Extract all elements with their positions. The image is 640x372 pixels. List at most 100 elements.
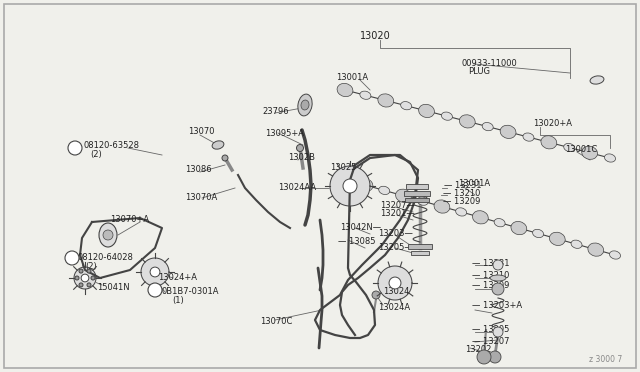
Circle shape [87,283,91,287]
Circle shape [65,251,79,265]
Text: — 13231: — 13231 [444,182,481,190]
Ellipse shape [360,91,371,99]
Ellipse shape [564,144,575,152]
Ellipse shape [456,208,467,216]
Ellipse shape [571,240,582,248]
Text: — 13207: — 13207 [472,337,509,346]
Circle shape [79,269,83,273]
Text: (2): (2) [90,150,102,158]
Bar [411,251,429,255]
Polygon shape [378,266,412,300]
Ellipse shape [378,94,394,107]
Text: — 13210: — 13210 [443,189,481,198]
Text: 15041N: 15041N [97,282,130,292]
Circle shape [489,351,501,363]
Ellipse shape [337,83,353,97]
Ellipse shape [442,112,452,120]
Ellipse shape [460,115,476,128]
Text: 13024AA: 13024AA [278,183,316,192]
Circle shape [477,350,491,364]
Text: 0B1B7-0301A: 0B1B7-0301A [162,286,220,295]
Text: 13086: 13086 [185,166,212,174]
Circle shape [493,260,503,270]
Text: — 13210: — 13210 [472,270,509,279]
Text: 13203—: 13203— [378,230,413,238]
Ellipse shape [357,179,373,192]
Circle shape [148,283,162,297]
Bar [406,184,428,189]
Text: 13024: 13024 [383,286,410,295]
Ellipse shape [609,251,621,259]
Text: 13070C: 13070C [260,317,292,327]
Ellipse shape [419,104,435,118]
Ellipse shape [472,211,488,224]
Circle shape [75,276,79,280]
Text: B: B [72,145,77,151]
Text: (2): (2) [85,263,97,272]
Ellipse shape [541,136,557,149]
Circle shape [493,327,503,337]
Circle shape [492,283,504,295]
Text: 13205—: 13205— [378,244,413,253]
Ellipse shape [401,102,412,110]
Text: 08120-63528: 08120-63528 [83,141,139,150]
Text: 13024+A: 13024+A [158,273,197,282]
Text: 23796: 23796 [262,108,289,116]
Ellipse shape [396,189,412,202]
Text: — 13209: — 13209 [472,280,509,289]
Text: 13070A: 13070A [185,192,217,202]
Ellipse shape [490,275,506,281]
Text: 13070: 13070 [188,128,214,137]
Ellipse shape [103,230,113,240]
Bar [405,198,429,202]
Text: 13042N—: 13042N— [340,224,381,232]
Ellipse shape [482,122,493,131]
Circle shape [87,269,91,273]
Text: 13201—: 13201— [380,209,415,218]
Text: 13020+A: 13020+A [533,119,572,128]
Text: 13001A: 13001A [458,179,490,187]
Ellipse shape [379,186,390,195]
Text: 1302B: 1302B [288,154,315,163]
Text: 00933-11000: 00933-11000 [462,58,518,67]
Text: 13025: 13025 [330,163,356,171]
Ellipse shape [588,243,604,256]
Text: — 13231: — 13231 [472,259,509,267]
Text: 13001C: 13001C [565,145,597,154]
Text: 13001A: 13001A [336,74,368,83]
Ellipse shape [549,232,565,246]
Circle shape [68,141,82,155]
Text: B: B [152,287,157,293]
Circle shape [91,276,95,280]
Ellipse shape [582,146,598,159]
Ellipse shape [590,76,604,84]
Ellipse shape [417,197,428,205]
Ellipse shape [511,221,527,235]
Text: 13020: 13020 [360,31,390,41]
Circle shape [150,267,160,277]
Text: 13095+A: 13095+A [265,128,304,138]
Text: (1): (1) [172,295,184,305]
Circle shape [79,283,83,287]
Text: — 13203+A: — 13203+A [472,301,522,311]
Ellipse shape [434,200,450,213]
Circle shape [81,274,89,282]
Ellipse shape [605,154,616,162]
Polygon shape [74,267,96,289]
Ellipse shape [298,94,312,116]
Polygon shape [141,258,169,286]
Text: z 3000 7: z 3000 7 [589,356,622,365]
Bar [408,244,432,249]
Ellipse shape [99,223,117,247]
Text: 13207—: 13207— [380,202,415,211]
Circle shape [372,291,380,299]
Text: — 13085: — 13085 [338,237,376,247]
Bar [404,191,430,196]
Ellipse shape [500,125,516,138]
Ellipse shape [523,133,534,141]
Text: PLUG: PLUG [468,67,490,77]
Text: 08120-64028: 08120-64028 [78,253,134,263]
Text: 13070+A: 13070+A [110,215,149,224]
Text: — 13209: — 13209 [443,196,481,205]
Ellipse shape [212,141,224,149]
